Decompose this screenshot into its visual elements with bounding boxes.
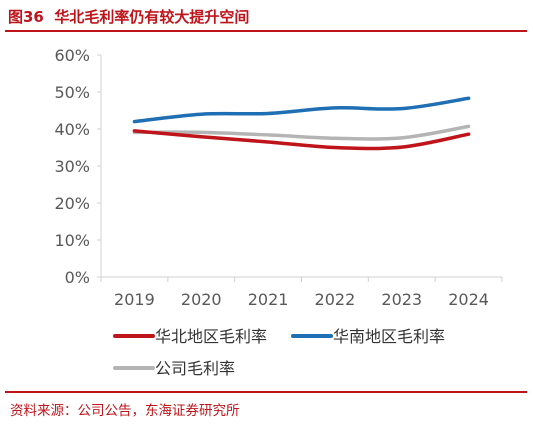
y-tick-label: 40% xyxy=(54,120,90,139)
y-tick-label: 10% xyxy=(54,231,90,250)
x-tick-label: 2021 xyxy=(248,290,289,309)
y-tick-label: 0% xyxy=(65,268,90,287)
source-rule xyxy=(5,391,527,393)
y-tick-label: 20% xyxy=(54,194,90,213)
x-tick-label: 2023 xyxy=(381,290,422,309)
figure-title-text: 华北毛利率仍有较大提升空间 xyxy=(54,8,250,26)
series-line xyxy=(132,124,471,141)
legend-label: 华南地区毛利率 xyxy=(333,327,445,346)
figure-label: 图36 xyxy=(8,8,44,26)
y-tick-label: 60% xyxy=(54,46,90,65)
x-tick-labels: 2019 2020 2021 2022 2023 2024 xyxy=(114,290,489,309)
y-tick-label: 30% xyxy=(54,157,90,176)
legend-label: 华北地区毛利率 xyxy=(155,327,267,346)
y-tick-label: 50% xyxy=(54,83,90,102)
x-tick-label: 2020 xyxy=(181,290,222,309)
source-note: 资料来源：公司公告，东海证券研究所 xyxy=(10,403,240,419)
x-tick-label: 2024 xyxy=(448,290,489,309)
title-rule xyxy=(5,30,527,32)
x-tick-label: 2022 xyxy=(315,290,356,309)
legend-label: 公司毛利率 xyxy=(155,359,235,378)
y-tick-labels: 0% 10% 20% 30% 40% 50% 60% xyxy=(54,46,90,287)
series-line xyxy=(132,129,471,151)
figure-title: 图36 华北毛利率仍有较大提升空间 xyxy=(8,6,249,27)
x-tick-label: 2019 xyxy=(114,290,155,309)
line-chart: 0% 10% 20% 30% 40% 50% 60% 2019 2020 2021 2022 202… xyxy=(54,46,503,378)
series-line xyxy=(132,96,471,124)
series-lines xyxy=(132,96,471,151)
axes xyxy=(97,54,503,282)
